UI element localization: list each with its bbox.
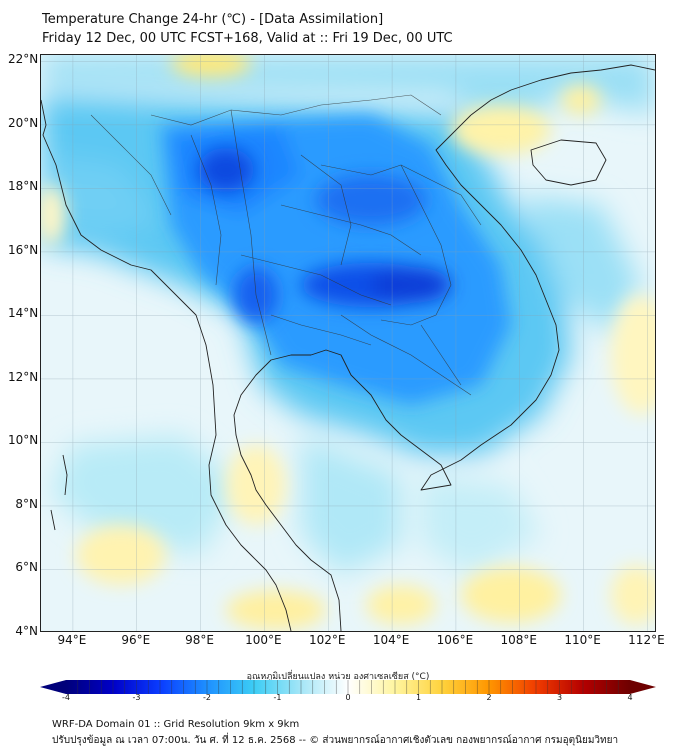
- map-canvas: [41, 55, 655, 631]
- lat-tick-label: 20°N: [8, 115, 39, 130]
- map-subtitle: Friday 12 Dec, 00 UTC FCST+168, Valid at…: [42, 31, 453, 46]
- lon-tick-label: 104°E: [372, 633, 410, 647]
- lon-tick-label: 94°E: [57, 633, 87, 647]
- lon-tick-label: 96°E: [121, 633, 151, 647]
- lat-tick-label: 12°N: [8, 369, 39, 384]
- lat-tick-label: 18°N: [8, 179, 39, 194]
- lat-tick-label: 10°N: [8, 433, 39, 448]
- lat-tick-label: 22°N: [8, 52, 39, 67]
- colorbar-tick-label: -2: [203, 693, 211, 702]
- colorbar-title: อุณหภูมิเปลี่ยนแปลง หน่วย องศาเซลเซียส (…: [246, 672, 430, 682]
- footer-credit: ปรับปรุงข้อมูล ณ เวลา 07:00น. วัน ศ. ที่…: [52, 735, 619, 746]
- lat-tick-label: 6°N: [15, 560, 38, 575]
- colorbar-tick-label: 3: [556, 693, 563, 702]
- field-strong-cooling: [198, 148, 451, 323]
- temperature-change-map: [40, 54, 656, 632]
- lon-tick-label: 98°E: [185, 633, 215, 647]
- lat-tick-label: 16°N: [8, 242, 39, 257]
- colorbar-tick-label: 2: [486, 693, 492, 702]
- lon-tick-label: 102°E: [309, 633, 346, 647]
- colorbar-tick-label: 0: [345, 693, 351, 702]
- colorbar-tick-label: 1: [415, 693, 422, 702]
- lon-tick-label: 112°E: [628, 633, 665, 647]
- lon-tick-label: 100°E: [245, 633, 282, 647]
- lon-tick-label: 106°E: [436, 633, 474, 647]
- map-title: Temperature Change 24-hr (℃) - [Data Ass…: [42, 12, 384, 27]
- colorbar-tick-label: -3: [132, 693, 141, 702]
- lon-tick-label: 108°E: [500, 633, 538, 647]
- graticule: [41, 55, 655, 631]
- lat-tick-label: 4°N: [15, 624, 38, 638]
- colorbar-max-arrow: [630, 680, 656, 694]
- colorbar-tick-label: -4: [62, 693, 70, 702]
- lon-tick-label: 110°E: [564, 633, 601, 647]
- coastlines: [41, 64, 655, 631]
- colorbar: [40, 680, 656, 694]
- footer-model-info: WRF-DA Domain 01 :: Grid Resolution 9km …: [52, 719, 300, 730]
- colorbar-tick-label: 4: [627, 693, 633, 702]
- lat-tick-label: 8°N: [15, 496, 38, 511]
- province-borders: [90, 94, 482, 396]
- colorbar-min-arrow: [40, 680, 66, 694]
- field-weak-warming: [41, 55, 655, 630]
- lat-tick-label: 14°N: [8, 306, 39, 321]
- colorbar-tick-label: -1: [273, 693, 282, 702]
